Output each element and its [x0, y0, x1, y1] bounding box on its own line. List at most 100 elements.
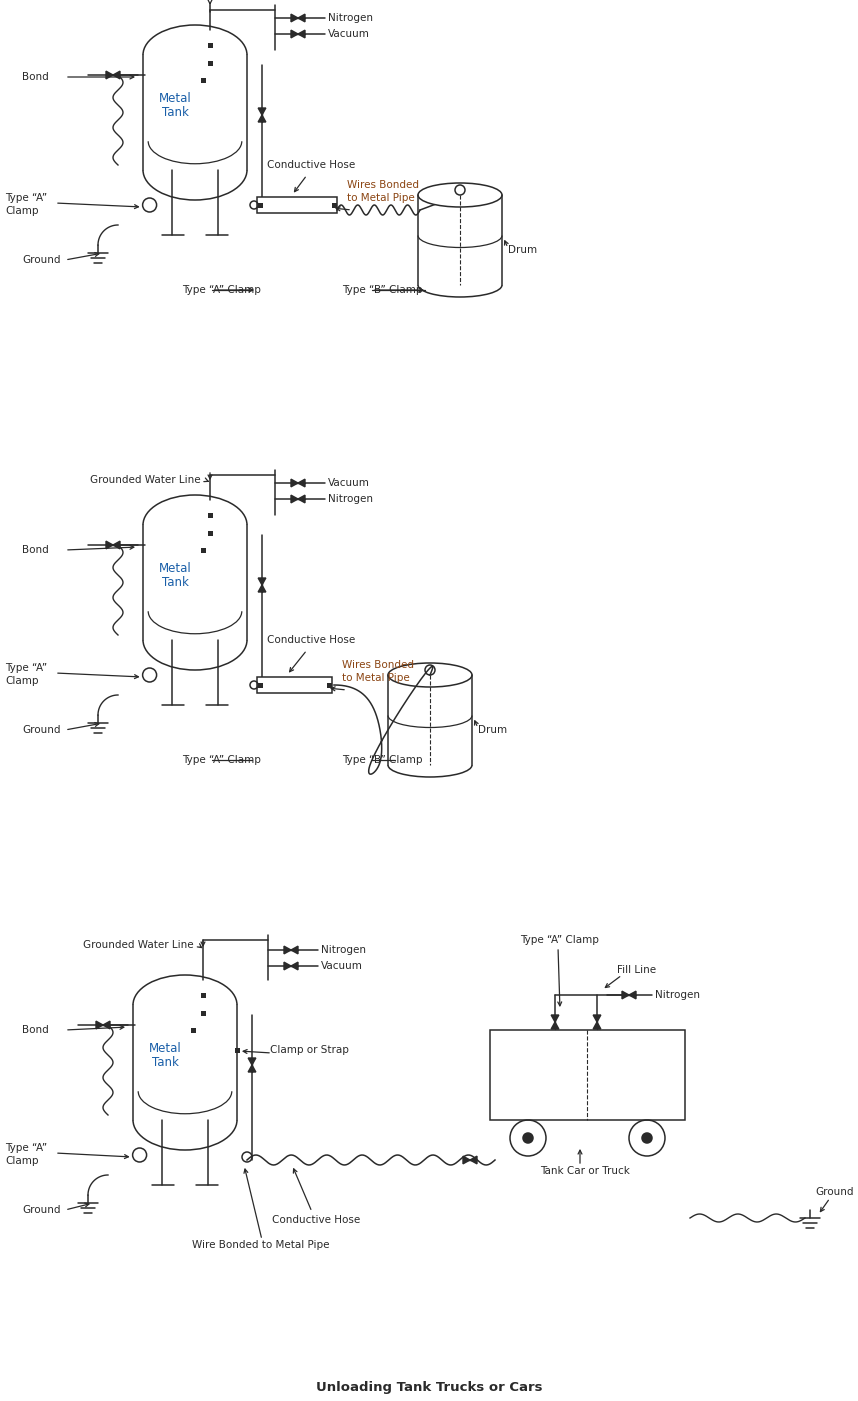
Bar — [208, 60, 213, 66]
Text: Conductive Hose: Conductive Hose — [267, 635, 355, 644]
Text: Clamp or Strap: Clamp or Strap — [270, 1045, 349, 1055]
Bar — [201, 77, 206, 83]
Text: Tank: Tank — [161, 576, 189, 590]
Bar — [490, 1030, 685, 1119]
Circle shape — [642, 1133, 652, 1143]
Bar — [190, 1027, 196, 1033]
Text: Type “A”: Type “A” — [5, 193, 47, 203]
Text: Ground: Ground — [22, 1205, 61, 1215]
Text: Type “B” Clamp: Type “B” Clamp — [342, 755, 422, 765]
Bar — [201, 1010, 206, 1016]
Text: Clamp: Clamp — [5, 1156, 39, 1166]
Polygon shape — [291, 946, 298, 954]
Ellipse shape — [388, 663, 472, 686]
Polygon shape — [291, 14, 298, 22]
Text: Type “A” Clamp: Type “A” Clamp — [520, 934, 599, 946]
Polygon shape — [258, 586, 266, 593]
Text: Vacuum: Vacuum — [321, 961, 363, 971]
Polygon shape — [622, 991, 629, 999]
Text: Unloading Tank Trucks or Cars: Unloading Tank Trucks or Cars — [316, 1381, 542, 1394]
Polygon shape — [291, 31, 298, 38]
Text: Nitrogen: Nitrogen — [328, 495, 373, 504]
Polygon shape — [106, 71, 113, 78]
Text: Metal: Metal — [159, 92, 191, 105]
Bar — [208, 513, 213, 517]
Polygon shape — [593, 1021, 601, 1028]
Polygon shape — [96, 1021, 103, 1028]
Polygon shape — [103, 1021, 110, 1028]
Polygon shape — [298, 479, 305, 488]
Text: Conductive Hose: Conductive Hose — [267, 160, 355, 170]
Bar — [257, 677, 332, 693]
Bar — [331, 203, 336, 207]
Bar — [208, 531, 213, 535]
Polygon shape — [551, 1014, 559, 1021]
Polygon shape — [248, 1065, 256, 1072]
Text: Type “A”: Type “A” — [5, 663, 47, 672]
Polygon shape — [258, 579, 266, 586]
Text: Fill Line: Fill Line — [617, 965, 656, 975]
Text: Bond: Bond — [22, 1026, 49, 1035]
Polygon shape — [291, 962, 298, 969]
Bar — [257, 682, 263, 688]
Polygon shape — [593, 1014, 601, 1021]
Text: Drum: Drum — [508, 245, 537, 255]
Text: Wires Bonded: Wires Bonded — [342, 660, 414, 670]
Text: Type “A” Clamp: Type “A” Clamp — [182, 755, 261, 765]
Text: Nitrogen: Nitrogen — [328, 13, 373, 22]
Text: Nitrogen: Nitrogen — [321, 946, 366, 955]
Bar — [327, 682, 331, 688]
Text: Type “B” Clamp: Type “B” Clamp — [342, 284, 422, 296]
Bar — [257, 203, 263, 207]
Polygon shape — [629, 991, 636, 999]
Ellipse shape — [418, 184, 502, 207]
Text: Wires Bonded: Wires Bonded — [347, 179, 419, 191]
Polygon shape — [113, 71, 120, 78]
Text: Bond: Bond — [22, 545, 49, 555]
Text: Nitrogen: Nitrogen — [655, 991, 700, 1000]
Text: to Metal Pipe: to Metal Pipe — [342, 672, 410, 684]
Bar — [201, 548, 206, 552]
Text: Tank: Tank — [152, 1056, 178, 1069]
Text: Grounded Water Line: Grounded Water Line — [90, 475, 201, 485]
Bar — [257, 198, 337, 213]
Circle shape — [523, 1133, 533, 1143]
Text: Tank Car or Truck: Tank Car or Truck — [540, 1166, 630, 1175]
Polygon shape — [113, 541, 120, 549]
Polygon shape — [298, 31, 305, 38]
Text: Type “A”: Type “A” — [5, 1143, 47, 1153]
Text: Metal: Metal — [159, 562, 191, 576]
Text: Drum: Drum — [478, 724, 507, 736]
Polygon shape — [291, 479, 298, 488]
Text: Bond: Bond — [22, 71, 49, 83]
Polygon shape — [258, 108, 266, 115]
Text: Type “A” Clamp: Type “A” Clamp — [182, 284, 261, 296]
Text: Wire Bonded to Metal Pipe: Wire Bonded to Metal Pipe — [192, 1240, 329, 1250]
Polygon shape — [248, 1058, 256, 1065]
Text: Ground: Ground — [22, 255, 61, 265]
Text: Vacuum: Vacuum — [328, 29, 370, 39]
Text: Conductive Hose: Conductive Hose — [272, 1215, 360, 1224]
Polygon shape — [470, 1156, 477, 1164]
Bar — [208, 42, 213, 48]
Text: Ground: Ground — [815, 1187, 854, 1196]
Text: Metal: Metal — [148, 1042, 181, 1055]
Polygon shape — [284, 946, 291, 954]
Polygon shape — [106, 541, 113, 549]
Polygon shape — [284, 962, 291, 969]
Text: to Metal Pipe: to Metal Pipe — [347, 193, 414, 203]
Polygon shape — [551, 1021, 559, 1028]
Text: Grounded Water Line: Grounded Water Line — [83, 940, 194, 950]
Polygon shape — [463, 1156, 470, 1164]
Bar — [201, 992, 206, 998]
Text: Clamp: Clamp — [5, 206, 39, 216]
Polygon shape — [291, 495, 298, 503]
Polygon shape — [298, 14, 305, 22]
Text: Clamp: Clamp — [5, 677, 39, 686]
Polygon shape — [258, 115, 266, 122]
Text: Ground: Ground — [22, 724, 61, 736]
Text: Vacuum: Vacuum — [328, 478, 370, 488]
Text: Tank: Tank — [161, 106, 189, 119]
Polygon shape — [298, 495, 305, 503]
Bar — [234, 1048, 239, 1052]
